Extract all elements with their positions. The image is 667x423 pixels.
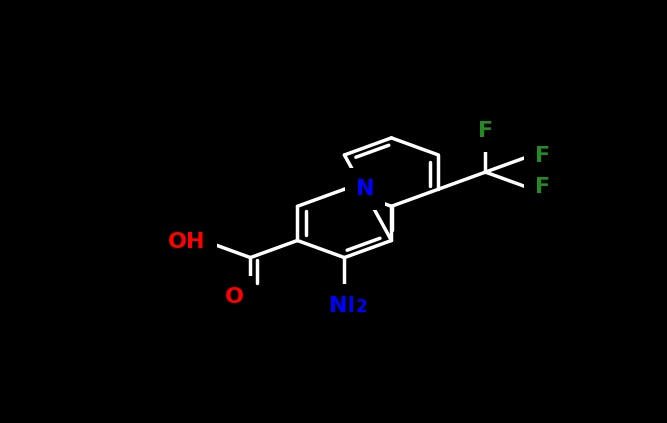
- Text: N: N: [356, 179, 374, 199]
- Text: F: F: [478, 121, 493, 141]
- Text: 2: 2: [355, 298, 367, 316]
- Text: OH: OH: [168, 232, 205, 252]
- Text: F: F: [535, 177, 550, 197]
- Text: O: O: [225, 287, 244, 307]
- Text: F: F: [535, 146, 550, 166]
- Text: NH: NH: [329, 296, 366, 316]
